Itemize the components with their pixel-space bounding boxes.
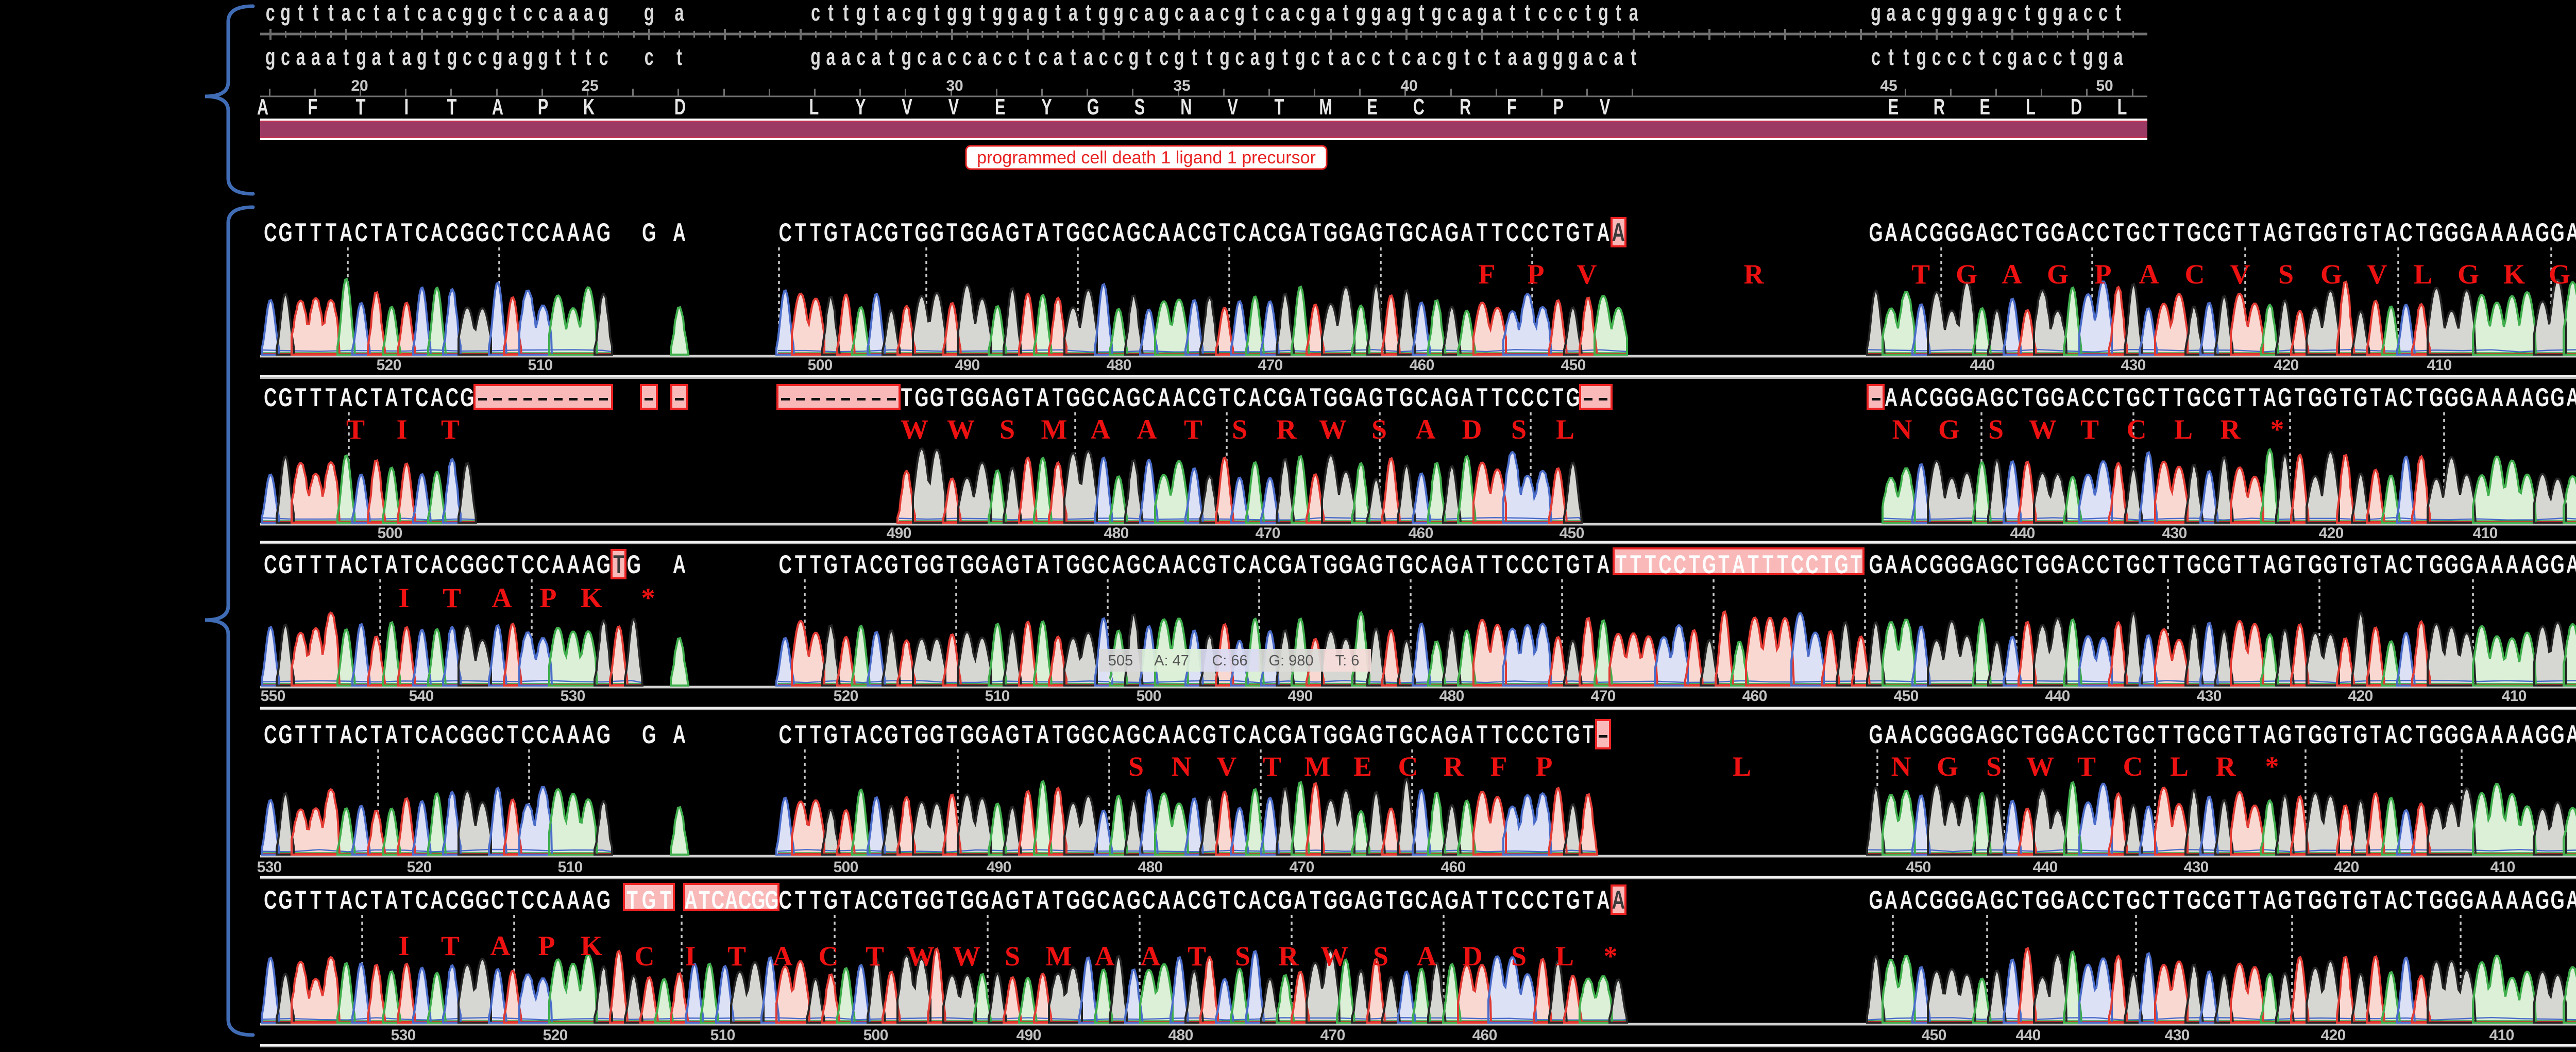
svg-text:gaacatgcaccacctcataccgtcgttgca: gaacatgcaccacctcataccgtcgttgcagtgctacctc…: [810, 44, 1636, 70]
svg-text:45: 45: [1880, 77, 1897, 94]
svg-text:TGT: TGT: [626, 886, 671, 915]
svg-text:programmed cell death 1 ligand: programmed cell death 1 ligand 1 precurs…: [977, 148, 1316, 168]
svg-text:TGGTGGAGTATGGCAGCAACGTCACGATGG: TGGTGGAGTATGGCAGCAACGTCACGATGGAGTGCAGATT…: [901, 383, 1580, 412]
svg-text:A: A: [673, 219, 686, 247]
svg-text:ATCACGG: ATCACGG: [684, 886, 778, 915]
svg-text:CGTTTACTATCACGGCTCCAAAG: CGTTTACTATCACGGCTCCAAAG: [264, 219, 611, 247]
svg-text:AACGGGAGCTGGACCTGCTTGCGTTAGTGG: AACGGGAGCTGGACCTGCTTGCGTTAGTGGTGTACTGGGA…: [1885, 383, 2576, 412]
svg-text:20: 20: [351, 77, 368, 94]
svg-text:CGTTTACTATCACGGCTCCAAAG: CGTTTACTATCACGGCTCCAAAG: [264, 886, 611, 915]
svg-text:CTTGTACGTGGTGGAGTATGGCAGCAACGT: CTTGTACGTGGTGGAGTATGGCAGCAACGTCACGATGGAG…: [779, 219, 1610, 247]
svg-text:G: G: [642, 721, 656, 749]
svg-text:35: 35: [1173, 77, 1190, 94]
svg-text:V: V: [1106, 671, 1114, 685]
svg-text:40: 40: [1400, 77, 1417, 94]
svg-text:a: a: [675, 0, 685, 26]
svg-text:A: A: [1612, 886, 1625, 915]
svg-text:CTTGTACGTGGTGGAGTATGGCAGCAACGT: CTTGTACGTGGTGGAGTATGGCAGCAACGTCACGATGGAG…: [779, 550, 1610, 579]
svg-text:TTTCCTGTATTTCCTGT: TTTCCTGTATTTCCTGT: [1616, 550, 1862, 579]
svg-text:CGTTTACTATCACGGCTCCAAAG: CGTTTACTATCACGGCTCCAAAG: [264, 550, 611, 579]
svg-text:G: G: [627, 550, 641, 579]
svg-text:C: 66: C: 66: [1212, 653, 1247, 669]
svg-text:G: 980: G: 980: [1268, 653, 1313, 669]
svg-text:g: g: [644, 0, 654, 26]
svg-text:CTTGTACGTGGTGGAGTATGGCAGCAACGT: CTTGTACGTGGTGGAGTATGGCAGCAACGTCACGATGGAG…: [779, 886, 1610, 915]
svg-text:25: 25: [581, 77, 598, 94]
svg-text:gaacgggagctggacct: gaacgggagctggacct: [1871, 0, 2121, 26]
svg-text:t: t: [676, 44, 682, 70]
svg-text:T: T: [613, 550, 624, 579]
svg-text:505: 505: [1108, 653, 1133, 669]
svg-text:50: 50: [2096, 77, 2113, 94]
svg-text:A: 47: A: 47: [1154, 653, 1189, 669]
svg-text:gcaaatgatagtgccgaggtttc: gcaaatgatagtgccgaggtttc: [265, 44, 608, 70]
svg-text:T: 6: T: 6: [1335, 653, 1360, 669]
svg-text:A: A: [673, 550, 686, 579]
svg-text:30: 30: [946, 77, 963, 94]
svg-text:A: A: [1612, 219, 1625, 247]
svg-text:CGTTTACTATCACGGCTCCAAAG: CGTTTACTATCACGGCTCCAAAG: [264, 721, 611, 749]
svg-text:c: c: [645, 44, 654, 70]
svg-text:G: G: [642, 219, 656, 247]
svg-text:A: A: [673, 721, 686, 749]
svg-text:cgtttactatcacggctccaaag: cgtttactatcacggctccaaag: [266, 0, 609, 26]
svg-text:cttgtacgtggtggagtatggcagcaacgt: cttgtacgtggtggagtatggcagcaacgtcacgatggag…: [811, 0, 1638, 26]
